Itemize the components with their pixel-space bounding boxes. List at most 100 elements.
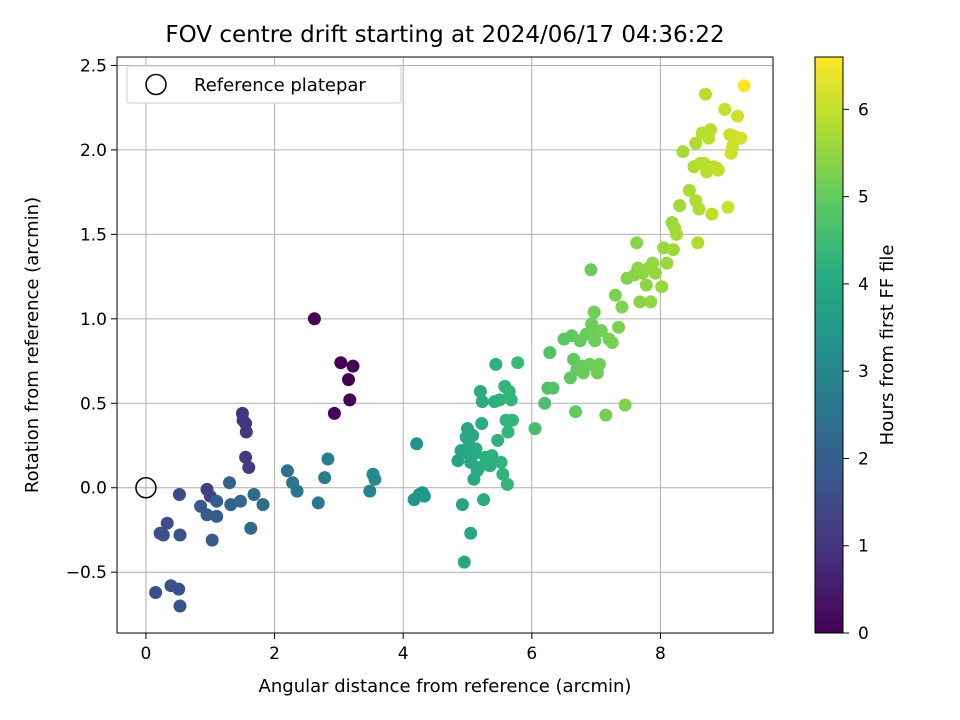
data-point [592,357,606,371]
data-point [666,243,680,257]
data-point [172,488,186,501]
data-point [173,599,187,613]
data-point [676,145,690,159]
data-point [699,87,712,101]
data-point [546,381,560,395]
data-point [483,459,497,473]
data-point [648,266,662,280]
data-point [485,449,499,463]
x-tick-label: 0 [141,644,152,664]
colorbar-tick-label: 4 [858,275,869,295]
data-point [334,356,348,370]
data-point [605,336,619,349]
data-point [587,305,601,319]
data-point [500,477,514,491]
data-point [327,406,341,420]
data-points [135,79,751,613]
legend-box [126,65,402,104]
data-point [569,405,583,419]
colorbar-tick-label: 3 [858,362,869,382]
data-point [346,359,360,373]
data-point [343,393,357,407]
data-point [156,528,170,542]
data-point [504,393,518,407]
x-tick-label: 8 [655,644,666,664]
colorbar-gradient [814,56,844,634]
data-point [473,385,487,398]
data-point [172,582,186,596]
data-point [726,140,739,153]
data-point [615,300,629,314]
data-point [670,227,683,241]
data-point [205,533,219,547]
colorbar-tick-label: 0 [858,624,869,644]
data-point [457,555,471,569]
data-point [210,509,224,523]
data-point [646,256,660,270]
data-point [705,207,719,221]
y-axis-label: Rotation from reference (arcmin) [22,197,43,493]
reference-platepar-marker [135,476,157,499]
y-tick-label: −0.5 [66,563,107,583]
legend: Reference platepar [126,65,402,104]
colorbar-tick-label: 6 [858,100,869,120]
data-point [410,437,424,451]
data-point [584,263,598,277]
data-point [173,528,187,542]
data-point [737,79,751,93]
data-point [455,498,469,512]
data-point [630,236,644,250]
y-tick-label: 0.5 [80,394,107,414]
data-point [618,398,632,412]
data-point [496,467,510,481]
colorbar-tick-label: 2 [858,449,869,469]
data-point [200,508,214,522]
data-point [236,413,250,427]
data-point [673,199,687,213]
data-point [692,202,706,216]
chart-title: FOV centre drift starting at 2024/06/17 … [165,22,724,48]
y-tick-label: 1.0 [80,310,107,330]
data-point [477,493,491,507]
data-point [234,494,247,508]
y-axis-ticks: −0.5 0.0 0.5 1.0 1.5 2.0 2.5 [66,56,117,583]
data-point [718,102,732,116]
data-point [657,241,671,255]
data-point [633,295,647,309]
data-point [501,425,515,439]
y-tick-label: 2.5 [80,56,107,76]
data-point [417,489,431,503]
plot-area-frame [116,56,774,634]
data-point [493,393,507,407]
data-point [210,494,224,508]
data-point [149,586,163,599]
data-point [506,413,519,427]
data-point [655,280,669,294]
data-point [321,452,335,466]
x-axis-label: Angular distance from reference (arcmin) [259,676,632,697]
data-point [464,526,478,540]
colorbar-tick-label: 1 [858,537,869,557]
data-point [223,476,236,490]
x-axis-ticks: 0 2 4 6 8 [141,633,666,664]
y-tick-label: 0.0 [80,479,107,499]
x-tick-label: 2 [269,644,280,664]
data-point [466,428,480,442]
data-point [491,433,505,447]
y-tick-label: 1.5 [80,225,107,245]
data-point [734,131,748,145]
colorbar-tick-label: 5 [858,188,869,208]
data-point [588,334,602,348]
data-point [538,396,552,410]
data-point [451,454,465,468]
data-point [644,295,658,309]
data-point [368,472,382,486]
data-point [660,256,674,270]
data-point [731,109,745,123]
y-tick-label: 2.0 [80,141,107,161]
data-point [691,236,705,250]
data-point [543,346,557,360]
data-point [612,320,626,334]
data-point [472,461,486,474]
